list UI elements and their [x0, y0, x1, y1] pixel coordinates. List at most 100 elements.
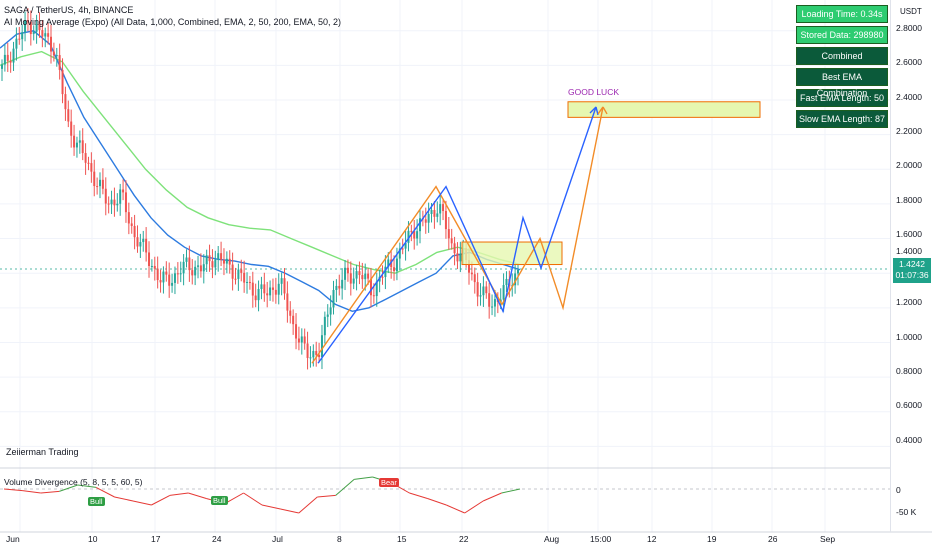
volume-segment: [298, 496, 318, 514]
zones: [461, 101, 761, 266]
fast-ema-row: Fast EMA Length: 50: [796, 89, 888, 107]
candle-body: [220, 253, 223, 260]
candle-body: [197, 265, 200, 267]
candle-body: [346, 267, 349, 274]
volume-segment: [224, 492, 244, 504]
candle-body: [433, 210, 436, 217]
candle-body: [3, 54, 6, 65]
candle-body: [156, 268, 159, 281]
bull-badge: Bull: [88, 497, 105, 506]
candle-body: [75, 142, 78, 148]
time-label: Jul: [272, 534, 283, 544]
projection-arrows: [311, 106, 608, 364]
candle-body: [306, 343, 309, 358]
candle-body: [217, 253, 220, 260]
price-axis[interactable]: [890, 0, 932, 532]
candle-body: [228, 258, 231, 265]
candle-body: [257, 288, 260, 301]
candle-body: [517, 269, 519, 274]
volume-segment: [427, 498, 447, 506]
candle-body: [205, 255, 208, 265]
candle-body: [96, 186, 99, 188]
volume-segment: [446, 504, 465, 514]
candle-body: [502, 285, 505, 300]
volume-segment: [77, 484, 97, 488]
candle-body: [430, 210, 433, 215]
candle-body: [476, 282, 479, 297]
time-label: 17: [151, 534, 161, 544]
candle-body: [234, 278, 237, 280]
candle-body: [237, 269, 240, 279]
time-label: 22: [459, 534, 469, 544]
candle-body: [260, 284, 263, 289]
candle-body: [248, 281, 251, 283]
candle-body: [9, 60, 12, 63]
candle-body: [113, 199, 116, 206]
last-price: 1.4242: [899, 259, 925, 269]
candle-body: [26, 20, 29, 22]
time-label: Aug: [544, 534, 560, 544]
stored-data-row: Stored Data: 298980: [796, 26, 888, 44]
bar-countdown: 01:07:36: [895, 270, 929, 280]
candle-body: [407, 230, 410, 243]
candle-body: [231, 264, 234, 279]
symbol-title: SAGA / TetherUS, 4h, BINANCE: [4, 5, 134, 15]
candle-body: [493, 299, 496, 307]
info-table: Loading Time: 0.34s Stored Data: 298980 …: [796, 5, 888, 131]
candle-body: [18, 38, 21, 40]
time-label: 10: [88, 534, 98, 544]
candle-body: [467, 260, 470, 273]
price-label: 1.6000: [896, 229, 922, 239]
candle-body: [87, 162, 90, 164]
volume-segment: [261, 504, 281, 510]
volume-segment: [169, 492, 189, 496]
candle-body: [84, 153, 87, 163]
candle-body: [395, 258, 398, 272]
candle-body: [470, 272, 473, 275]
candle-body: [185, 257, 188, 262]
candle-body: [148, 252, 151, 267]
candle-body: [99, 179, 102, 187]
chart-grid: [0, 0, 890, 532]
target-zone: [567, 101, 761, 118]
candle-body: [73, 135, 76, 148]
candle-body: [349, 273, 352, 284]
candle-body: [309, 357, 312, 359]
candle-body: [367, 273, 370, 279]
volume-segment: [59, 484, 78, 492]
candle-body: [58, 55, 61, 70]
candle-body: [418, 218, 421, 232]
candle-body: [297, 338, 300, 343]
candle-body: [188, 257, 191, 271]
good-luck-label: GOOD LUCK: [568, 87, 620, 97]
candle-body: [274, 289, 277, 295]
candle-body: [335, 285, 338, 290]
candle-body: [119, 189, 122, 204]
volume-segment: [40, 490, 60, 494]
candle-body: [93, 171, 96, 187]
time-label: Jun: [6, 534, 20, 544]
candle-body: [1, 64, 3, 69]
candle-body: [473, 274, 476, 283]
candle-body: [139, 242, 142, 247]
candle-body: [286, 293, 289, 311]
slow-ema-line: [0, 50, 521, 274]
candle-body: [173, 273, 176, 283]
volume-segment: [114, 496, 134, 502]
candle-body: [292, 315, 295, 325]
candle-body: [352, 278, 355, 284]
time-label: 26: [768, 534, 778, 544]
time-label: 15: [397, 534, 407, 544]
candle-body: [52, 51, 55, 56]
candle-body: [332, 289, 335, 308]
candle-body: [159, 280, 162, 283]
candle-body: [450, 238, 453, 244]
candle-body: [318, 354, 321, 358]
candle-body: [116, 203, 119, 206]
candle-body: [191, 270, 194, 276]
author-watermark: Zeiierman Trading: [6, 447, 79, 457]
volume-segment: [409, 492, 429, 500]
candle-body: [266, 293, 269, 296]
candle-body: [488, 293, 491, 307]
